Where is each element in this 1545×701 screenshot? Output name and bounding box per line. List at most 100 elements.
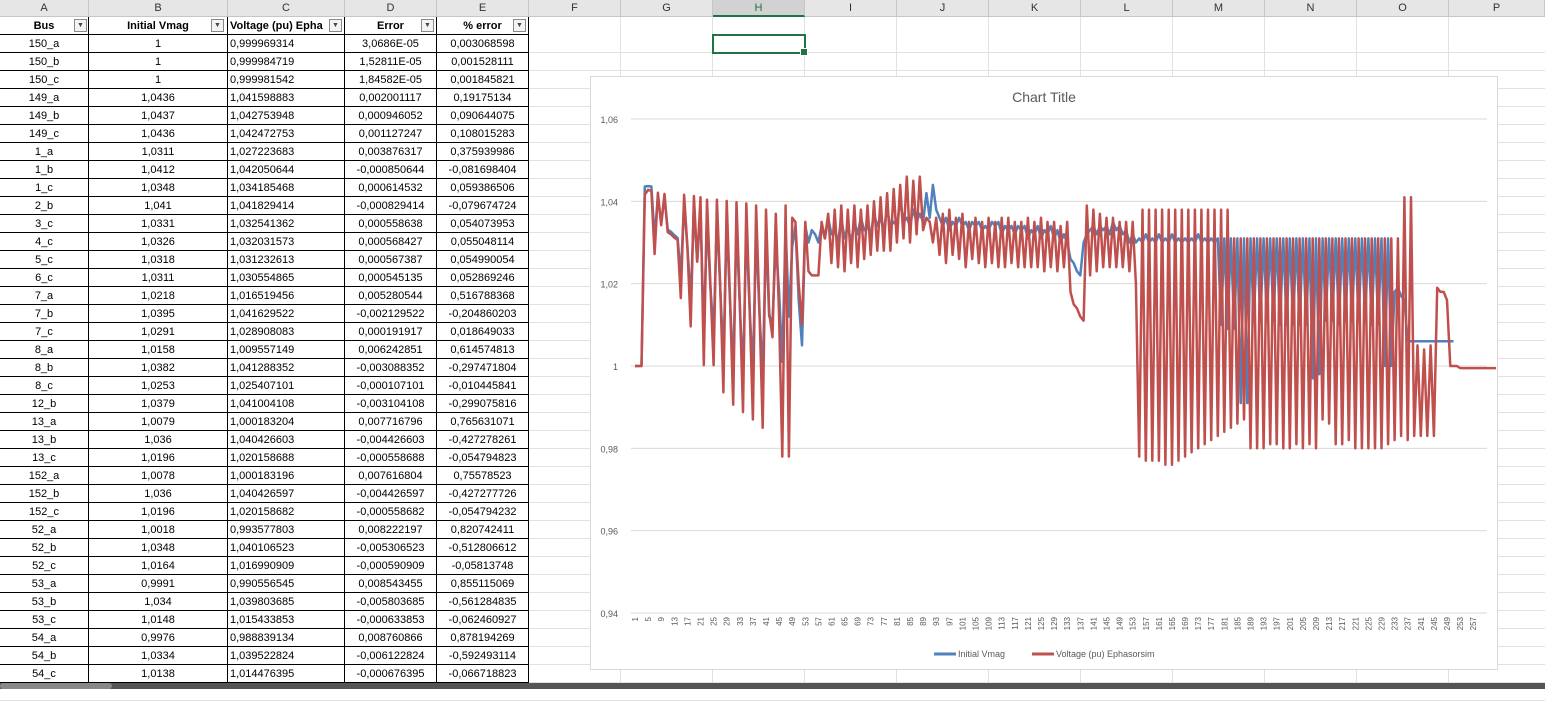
filter-dropdown-icon[interactable]: ▼: [211, 19, 224, 32]
cell-voltage[interactable]: 1,040426603: [228, 431, 345, 449]
cell-voltage[interactable]: 1,028908083: [228, 323, 345, 341]
cell-voltage[interactable]: 1,016519456: [228, 287, 345, 305]
cell-error[interactable]: -0,000590909: [345, 557, 437, 575]
column-header-h[interactable]: H: [713, 0, 805, 17]
cell-voltage[interactable]: 1,042472753: [228, 125, 345, 143]
cell-error[interactable]: 0,007616804: [345, 467, 437, 485]
cell-voltage[interactable]: 1,000183196: [228, 467, 345, 485]
cell-pct-error[interactable]: -0,512806612: [437, 539, 529, 557]
column-header-i[interactable]: I: [805, 0, 897, 17]
cell-pct-error[interactable]: 0,820742411: [437, 521, 529, 539]
cell-bus[interactable]: 7_b: [0, 305, 89, 323]
filter-dropdown-icon[interactable]: ▼: [421, 19, 434, 32]
cell-error[interactable]: 0,000545135: [345, 269, 437, 287]
cell-pct-error[interactable]: -0,592493114: [437, 647, 529, 665]
cell-error[interactable]: -0,005306523: [345, 539, 437, 557]
cell-pct-error[interactable]: 0,108015283: [437, 125, 529, 143]
scrollbar-thumb[interactable]: [0, 683, 112, 689]
cell-bus[interactable]: 152_a: [0, 467, 89, 485]
column-header-g[interactable]: G: [621, 0, 713, 17]
cell-initial-vmag[interactable]: 1,0311: [89, 269, 228, 287]
column-header-d[interactable]: D: [345, 0, 437, 17]
cell-error[interactable]: -0,003088352: [345, 359, 437, 377]
cell-voltage[interactable]: 0,993577803: [228, 521, 345, 539]
cell-bus[interactable]: 52_a: [0, 521, 89, 539]
cell-bus[interactable]: 52_c: [0, 557, 89, 575]
cell-voltage[interactable]: 1,040106523: [228, 539, 345, 557]
cell-initial-vmag[interactable]: 0,9991: [89, 575, 228, 593]
column-header-e[interactable]: E: [437, 0, 529, 17]
cell-voltage[interactable]: 1,020158682: [228, 503, 345, 521]
cell-initial-vmag[interactable]: 1,0331: [89, 215, 228, 233]
column-header-p[interactable]: P: [1449, 0, 1545, 17]
cell-initial-vmag[interactable]: 1,0412: [89, 161, 228, 179]
selected-cell[interactable]: [712, 34, 808, 56]
cell-initial-vmag[interactable]: 1,0078: [89, 467, 228, 485]
header-voltage[interactable]: Voltage (pu) Epha ▼: [228, 17, 345, 35]
cell-bus[interactable]: 8_c: [0, 377, 89, 395]
cell-voltage[interactable]: 1,009557149: [228, 341, 345, 359]
cell-voltage[interactable]: 1,031232613: [228, 251, 345, 269]
cell-error[interactable]: 0,005280544: [345, 287, 437, 305]
cell-pct-error[interactable]: -0,010445841: [437, 377, 529, 395]
cell-voltage[interactable]: 1,041288352: [228, 359, 345, 377]
fill-handle[interactable]: [800, 48, 808, 56]
column-header-c[interactable]: C: [228, 0, 345, 17]
cell-initial-vmag[interactable]: 1,034: [89, 593, 228, 611]
cell-bus[interactable]: 13_b: [0, 431, 89, 449]
cell-error[interactable]: 3,0686E-05: [345, 35, 437, 53]
filter-dropdown-icon[interactable]: ▼: [329, 19, 342, 32]
cell-initial-vmag[interactable]: 1,0196: [89, 449, 228, 467]
cell-pct-error[interactable]: -0,299075816: [437, 395, 529, 413]
cell-initial-vmag[interactable]: 1,0148: [89, 611, 228, 629]
cell-initial-vmag[interactable]: 1,0018: [89, 521, 228, 539]
cell-error[interactable]: -0,003104108: [345, 395, 437, 413]
cell-voltage[interactable]: 1,027223683: [228, 143, 345, 161]
cell-initial-vmag[interactable]: 1,0326: [89, 233, 228, 251]
cell-initial-vmag[interactable]: 1,0382: [89, 359, 228, 377]
cell-error[interactable]: 0,000567387: [345, 251, 437, 269]
cell-voltage[interactable]: 0,999969314: [228, 35, 345, 53]
cell-pct-error[interactable]: 0,052869246: [437, 269, 529, 287]
cell-voltage[interactable]: 0,999984719: [228, 53, 345, 71]
cell-bus[interactable]: 54_a: [0, 629, 89, 647]
cell-voltage[interactable]: 0,990556545: [228, 575, 345, 593]
line-chart[interactable]: Chart Title 1,06 1,04 1,02 1 0,98 0,96 0,94 1 5 9 1…: [590, 76, 1498, 670]
cell-error[interactable]: 0,008543455: [345, 575, 437, 593]
filter-dropdown-icon[interactable]: ▼: [74, 19, 87, 32]
cell-error[interactable]: 0,003876317: [345, 143, 437, 161]
cell-pct-error[interactable]: -0,066718823: [437, 665, 529, 683]
cell-error[interactable]: -0,000558688: [345, 449, 437, 467]
cell-initial-vmag[interactable]: 1,0395: [89, 305, 228, 323]
cell-pct-error[interactable]: 0,516788368: [437, 287, 529, 305]
cell-initial-vmag[interactable]: 1,0348: [89, 179, 228, 197]
cell-initial-vmag[interactable]: 1: [89, 53, 228, 71]
header-pct-error[interactable]: % error ▼: [437, 17, 529, 35]
cell-bus[interactable]: 149_c: [0, 125, 89, 143]
cell-initial-vmag[interactable]: 1,0196: [89, 503, 228, 521]
cell-voltage[interactable]: 1,040426597: [228, 485, 345, 503]
cell-bus[interactable]: 2_b: [0, 197, 89, 215]
cell-voltage[interactable]: 1,016990909: [228, 557, 345, 575]
cell-pct-error[interactable]: 0,614574813: [437, 341, 529, 359]
cell-pct-error[interactable]: 0,375939986: [437, 143, 529, 161]
cell-pct-error[interactable]: 0,001528111: [437, 53, 529, 71]
cell-voltage[interactable]: 0,999981542: [228, 71, 345, 89]
cell-initial-vmag[interactable]: 1,0079: [89, 413, 228, 431]
cell-bus[interactable]: 3_c: [0, 215, 89, 233]
cell-bus[interactable]: 1_b: [0, 161, 89, 179]
cell-pct-error[interactable]: 0,055048114: [437, 233, 529, 251]
cell-pct-error[interactable]: 0,75578523: [437, 467, 529, 485]
cell-voltage[interactable]: 1,042050644: [228, 161, 345, 179]
cell-pct-error[interactable]: -0,079674724: [437, 197, 529, 215]
cell-pct-error[interactable]: -0,081698404: [437, 161, 529, 179]
cell-pct-error[interactable]: 0,054073953: [437, 215, 529, 233]
cell-pct-error[interactable]: 0,855115069: [437, 575, 529, 593]
cell-initial-vmag[interactable]: 1: [89, 71, 228, 89]
cell-error[interactable]: -0,000829414: [345, 197, 437, 215]
cell-pct-error[interactable]: -0,427277726: [437, 485, 529, 503]
header-initial-vmag[interactable]: Initial Vmag ▼: [89, 17, 228, 35]
cell-error[interactable]: 0,008222197: [345, 521, 437, 539]
cell-bus[interactable]: 6_c: [0, 269, 89, 287]
cell-error[interactable]: -0,000633853: [345, 611, 437, 629]
